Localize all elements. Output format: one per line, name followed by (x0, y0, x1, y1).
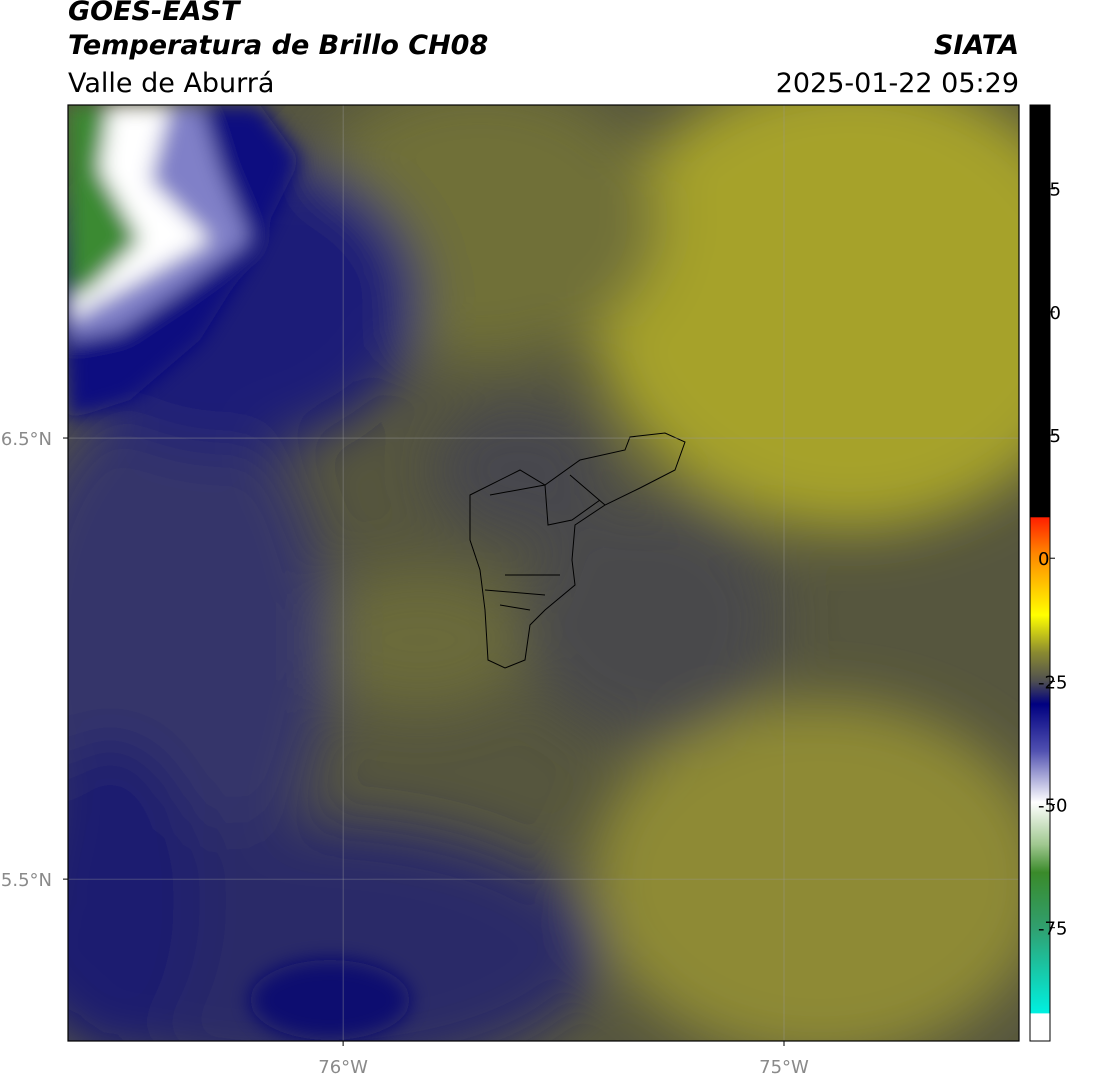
source: SIATA (934, 30, 1019, 61)
map-frame (67, 104, 1020, 1042)
colorbar-tick-label: 75 (1038, 180, 1061, 201)
satellite-image (68, 105, 1019, 1041)
region: Valle de Aburrá (68, 68, 274, 99)
colorbar-tick-label: -25 (1038, 672, 1067, 693)
datetime: 2025-01-22 05:29 (776, 68, 1019, 99)
colorbar-tick-label: -75 (1038, 919, 1067, 940)
title: GOES-EAST (68, 0, 242, 27)
colorbar (1029, 104, 1051, 1042)
colorbar-tick-label: 0 (1038, 549, 1049, 570)
colorbar-tick-label: -50 (1038, 796, 1067, 817)
map-grid (68, 105, 1019, 1041)
subtitle: Temperatura de Brillo CH08 (68, 30, 488, 61)
lat-tick-label: 6.5°N (1, 429, 52, 450)
lon-tick-label: 75°W (759, 1057, 809, 1078)
lon-tick-label: 76°W (318, 1057, 368, 1078)
lat-tick-label: 5.5°N (1, 870, 52, 891)
colorbar-tick-label: 50 (1038, 303, 1061, 324)
colorbar-tick-label: 25 (1038, 426, 1061, 447)
